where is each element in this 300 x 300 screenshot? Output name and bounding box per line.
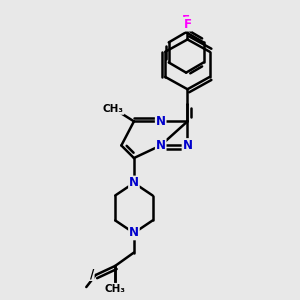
Text: N: N bbox=[129, 176, 139, 189]
Text: CH₃: CH₃ bbox=[105, 284, 126, 294]
Text: N: N bbox=[156, 139, 166, 152]
Text: N: N bbox=[156, 115, 166, 128]
Text: CH₃: CH₃ bbox=[103, 104, 124, 114]
Text: F: F bbox=[184, 18, 191, 31]
Text: N: N bbox=[129, 226, 139, 239]
Text: /: / bbox=[89, 267, 94, 280]
Text: N: N bbox=[182, 139, 193, 152]
Text: F: F bbox=[182, 14, 190, 27]
